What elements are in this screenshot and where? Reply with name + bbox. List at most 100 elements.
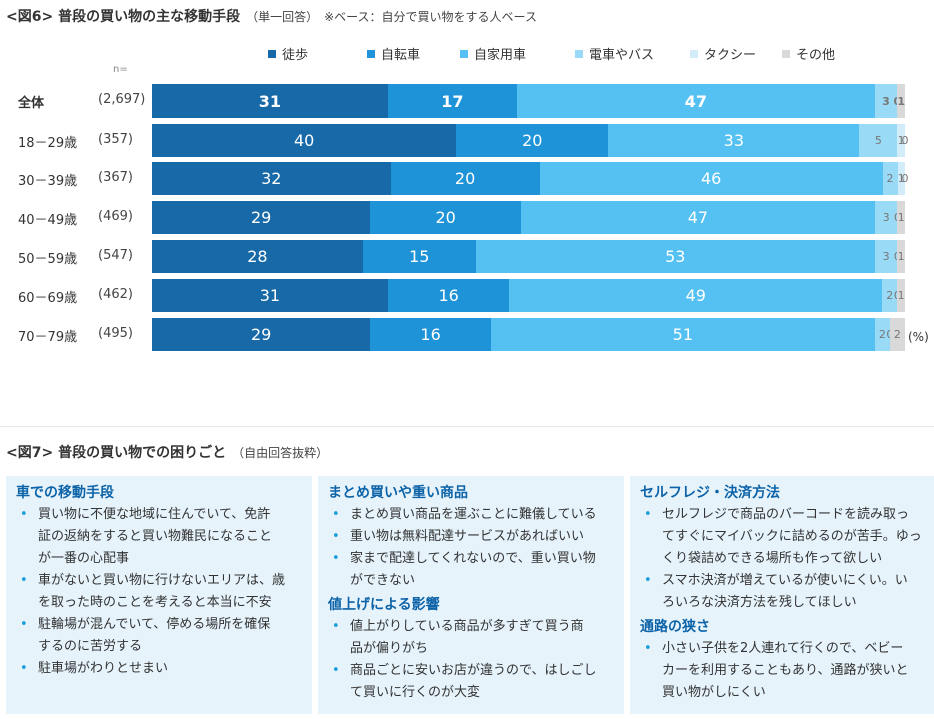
comment-list: 小さい子供を2人連れて行くので、ベビーカーを利用することもあり、通路が狭いと買い…	[640, 638, 926, 704]
sample-size-label: (547)	[98, 247, 133, 263]
legend-item: 自家用車	[460, 44, 526, 63]
comment-line: が一番の心配事	[38, 551, 130, 566]
data-label: 1	[897, 172, 905, 185]
comment-line: 車がないと買い物に行けないエリアは、歳	[38, 573, 286, 588]
data-label: 53	[665, 247, 686, 266]
category-label: 60－69歳	[18, 290, 78, 306]
legend-label: その他	[796, 48, 836, 63]
legend-label: 自転車	[381, 48, 421, 63]
data-label: 5	[874, 134, 882, 147]
stacked-bar: 311747301	[152, 84, 905, 118]
sample-size-label: (367)	[98, 169, 133, 185]
chart-legend: 徒歩 自転車 自家用車 電車やバス タクシー その他	[0, 44, 934, 64]
bar-segment: 28	[152, 240, 363, 273]
comment-item: 重い物は無料配達サービスがあればいい	[328, 526, 614, 548]
section-title: 通路の狭さ	[640, 619, 710, 635]
category-label: 30－39歳	[18, 173, 78, 189]
comment-line: セルフレジで商品のバーコードを読み取っ	[662, 507, 910, 522]
bar-segment: 3	[874, 201, 898, 234]
legend-swatch	[690, 49, 698, 58]
data-label: 31	[259, 286, 281, 305]
bar-segment: 1	[897, 279, 905, 312]
bar-segment: 2	[889, 318, 905, 351]
bar-segment: 16	[370, 318, 491, 351]
bar-segment: 1	[897, 162, 905, 195]
legend-swatch	[460, 49, 468, 58]
comment-list: まとめ買い商品を運ぶことに難儀している重い物は無料配達サービスがあればいい家まで…	[328, 504, 614, 592]
comment-line: ろいろな決済方法を残してほしい	[662, 595, 857, 610]
bar-segment: 1	[897, 84, 905, 118]
data-label: 47	[684, 91, 707, 111]
bar-segment: 40	[152, 124, 457, 157]
data-label: 17	[441, 91, 464, 111]
bar-segment: 29	[152, 318, 371, 351]
comment-line: てすぐにマイバックに詰めるのが苦手。ゆっ	[662, 529, 922, 544]
legend-swatch	[782, 49, 790, 58]
data-label: 28	[247, 247, 268, 266]
comment-line: を取った時のことを考えると本当に不安	[38, 595, 272, 610]
comment-list: セルフレジで商品のバーコードを読み取ってすぐにマイバックに詰めるのが苦手。ゆっく…	[640, 504, 926, 614]
stacked-bar: 32 20 46 2 1 0	[152, 162, 909, 195]
section-title: 値上げによる影響	[328, 597, 440, 613]
legend-label: タクシー	[704, 48, 757, 63]
section-divider	[0, 426, 934, 427]
data-label: 3	[882, 250, 890, 263]
data-label: 0	[901, 172, 909, 185]
data-label: 51	[672, 325, 694, 344]
data-label: 1	[897, 94, 905, 108]
comment-item: 買い物に不便な地域に住んでいて、免許証の返納をすると買い物難民になることが一番の…	[16, 504, 302, 570]
comment-line: まとめ買い商品を運ぶことに難儀している	[350, 507, 597, 522]
section-title: セルフレジ・決済方法	[640, 485, 780, 501]
fig6-note: ※ベース：自分で買い物をする人ベース	[324, 10, 537, 24]
comment-line: 商品ごとに安いお店が違うので、はしごし	[350, 663, 597, 678]
comment-line: て買いに行くのが大変	[350, 685, 481, 700]
data-label: 20	[522, 131, 543, 150]
bar-segment: 46	[539, 162, 883, 195]
bar-segment: 5	[859, 124, 898, 157]
sample-size-label: (495)	[98, 325, 133, 341]
bar-segment: 2	[874, 318, 890, 351]
sample-size-label: (462)	[98, 286, 133, 302]
bar-segment: 20	[456, 124, 609, 157]
legend-item: 電車やバス	[575, 44, 654, 63]
legend-label: 徒歩	[282, 48, 309, 63]
bar-segment: 2	[882, 279, 898, 312]
bar-segment: 1	[897, 201, 905, 234]
bar-segment: 47	[520, 201, 875, 234]
comment-line: くり袋詰めできる場所も作って欲しい	[662, 551, 883, 566]
data-label: 2	[878, 328, 886, 341]
stacked-bar: 292047301	[152, 201, 905, 234]
data-label: 1	[897, 134, 905, 147]
bar-segment: 53	[475, 240, 875, 273]
category-label: 70－79歳	[18, 329, 78, 345]
stacked-bar: 291651202	[152, 318, 905, 351]
stacked-bar: 40 20 33 5 1 0	[152, 124, 908, 157]
data-label: 16	[420, 325, 441, 344]
comment-item: セルフレジで商品のバーコードを読み取ってすぐにマイバックに詰めるのが苦手。ゆっく…	[640, 504, 926, 570]
data-label: 31	[258, 91, 282, 111]
comment-line: 駐車場がわりとせまい	[38, 661, 169, 676]
category-label: 50－59歳	[18, 251, 78, 267]
comment-line: するのに苦労する	[38, 639, 143, 654]
bar-segment: 17	[387, 84, 518, 118]
data-label: 49	[685, 286, 706, 305]
comment-line: カーを利用することもあり、通路が狭いと	[662, 663, 909, 678]
comment-line: 値上がりしている商品が多すぎて買う商	[350, 619, 584, 634]
section-title: まとめ買いや重い商品	[328, 485, 468, 501]
comment-line: 小さい子供を2人連れて行くので、ベビー	[662, 641, 904, 656]
data-label: 40	[293, 131, 315, 150]
legend-item: その他	[782, 44, 835, 63]
comment-item: 駐車場がわりとせまい	[16, 658, 302, 680]
comment-line: 証の返納をすると買い物難民になること	[38, 529, 273, 544]
bar-segment: 33	[608, 124, 860, 157]
data-label: 33	[723, 131, 745, 150]
data-label: 15	[409, 247, 430, 266]
comment-panel: まとめ買いや重い商品まとめ買い商品を運ぶことに難儀している重い物は無料配達サービ…	[318, 476, 624, 714]
data-label: 1	[897, 250, 905, 263]
comment-list: 買い物に不便な地域に住んでいて、免許証の返納をすると買い物難民になることが一番の…	[16, 504, 302, 680]
